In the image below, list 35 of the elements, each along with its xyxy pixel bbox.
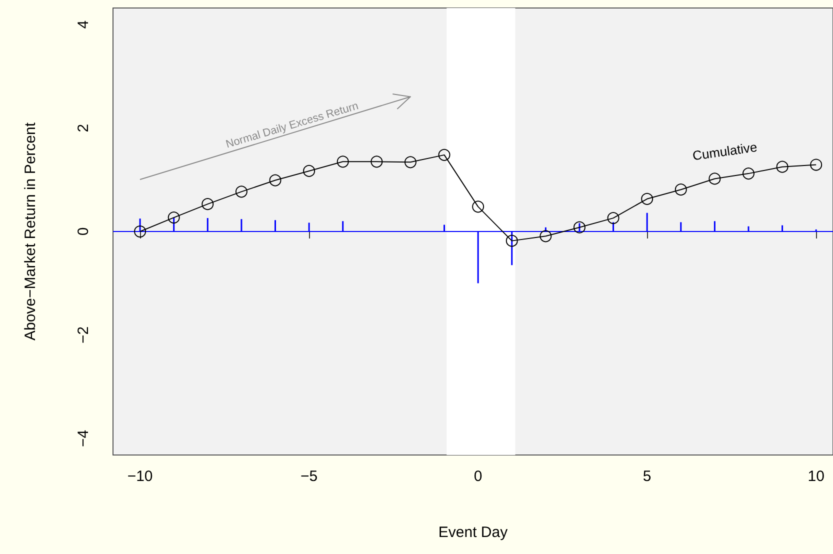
y-tick-label: −4 xyxy=(75,430,92,447)
annotation: Normal Daily Excess Return xyxy=(224,100,360,151)
y-tick-label: 4 xyxy=(75,20,92,29)
point xyxy=(607,212,620,224)
point xyxy=(303,164,316,177)
point xyxy=(336,156,349,168)
point xyxy=(134,226,146,238)
point xyxy=(168,212,180,224)
point xyxy=(708,172,721,185)
point xyxy=(202,198,214,210)
point xyxy=(742,168,754,180)
point xyxy=(269,174,282,186)
y-tick-label: −2 xyxy=(75,326,92,344)
text: Cumulative xyxy=(692,139,758,164)
x-tick-label: 10 xyxy=(808,468,824,485)
y-tick-label: 0 xyxy=(75,227,92,236)
x-axis-title: Event Day xyxy=(438,524,508,541)
point xyxy=(540,230,552,242)
point xyxy=(776,160,788,173)
point xyxy=(472,200,484,213)
point xyxy=(641,192,654,205)
y-tick-label: 2 xyxy=(75,124,92,132)
x-tick-label: 5 xyxy=(642,468,652,485)
point xyxy=(404,156,416,168)
point xyxy=(674,184,687,196)
x-tick-label: 0 xyxy=(474,468,482,485)
point xyxy=(370,156,383,168)
point xyxy=(235,186,248,198)
x-tick-label: −10 xyxy=(127,468,153,485)
point xyxy=(438,148,450,161)
x-tick-label: −5 xyxy=(300,468,318,485)
point xyxy=(506,234,518,247)
point xyxy=(810,158,822,171)
y-axis-title: Above−Market Return in Percent xyxy=(22,122,39,341)
point xyxy=(573,221,586,234)
